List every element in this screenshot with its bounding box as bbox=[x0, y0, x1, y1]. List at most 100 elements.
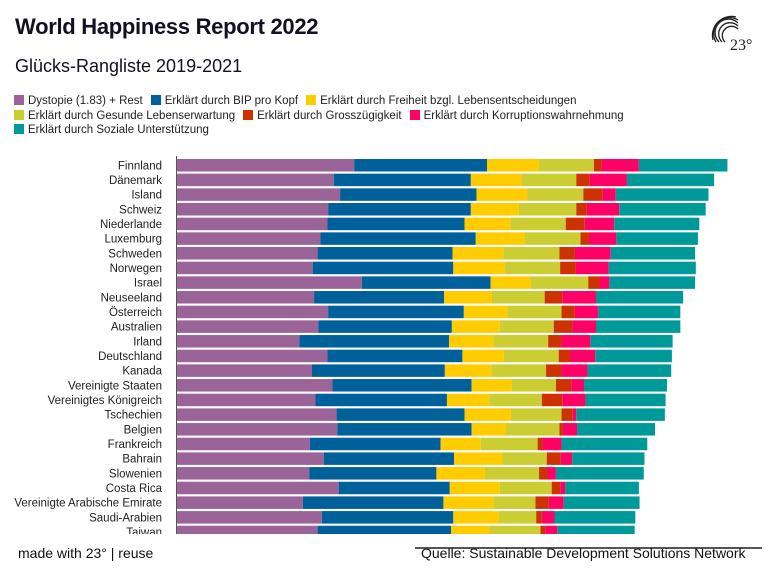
bar-segment bbox=[524, 232, 581, 245]
bar-segment bbox=[574, 305, 599, 319]
bar-segment bbox=[443, 496, 494, 509]
legend-swatch bbox=[14, 124, 24, 134]
bar-segment bbox=[476, 188, 528, 201]
bar-segment bbox=[585, 393, 666, 407]
legend-item[interactable]: Dystopie (1.83) + Rest bbox=[14, 94, 143, 109]
category-label: Niederlande bbox=[100, 219, 162, 231]
bar-segment bbox=[471, 423, 507, 436]
bar-segment bbox=[553, 320, 573, 333]
category-label: Australien bbox=[111, 322, 162, 334]
brand-logo-icon[interactable]: 23° bbox=[708, 12, 758, 54]
made-with-link[interactable]: made with 23° | reuse bbox=[18, 545, 154, 561]
bar-segment bbox=[546, 364, 562, 377]
category-label: Vereinigte Staaten bbox=[68, 380, 162, 392]
bar-segment bbox=[614, 217, 700, 231]
bar-segment bbox=[314, 291, 445, 304]
bar-segment bbox=[506, 423, 560, 436]
bar-segment bbox=[527, 188, 584, 201]
legend-item[interactable]: Erklärt durch Grosszügigkeit bbox=[243, 109, 402, 124]
legend-swatch bbox=[306, 95, 317, 105]
bar-segment bbox=[587, 364, 672, 377]
bar-segment bbox=[562, 393, 586, 407]
bar-segment bbox=[555, 467, 644, 480]
bar-segment bbox=[453, 261, 505, 275]
bar-segment bbox=[177, 305, 329, 319]
bar-segment bbox=[530, 276, 589, 289]
bar-segment bbox=[177, 364, 312, 377]
bar-segment bbox=[518, 203, 577, 216]
bar-segment bbox=[177, 393, 316, 407]
category-label: Deutschland bbox=[98, 351, 162, 363]
category-label: Israel bbox=[134, 278, 162, 290]
bar-segment bbox=[584, 379, 667, 392]
bar-segment bbox=[572, 452, 645, 465]
bar-segment bbox=[493, 335, 549, 348]
bar-segment bbox=[542, 437, 562, 451]
bar-segment bbox=[484, 467, 540, 480]
bar-segment bbox=[562, 423, 578, 436]
bar-segment bbox=[446, 393, 490, 407]
legend-swatch bbox=[14, 109, 24, 120]
bar-segment bbox=[555, 379, 572, 392]
bar-segment bbox=[602, 188, 616, 201]
bar-segment bbox=[544, 291, 563, 304]
category-label: Schweden bbox=[108, 248, 162, 260]
bar-segment bbox=[177, 247, 318, 260]
bar-segment bbox=[536, 511, 542, 524]
legend-swatch bbox=[409, 109, 420, 120]
bar-segment bbox=[299, 335, 450, 348]
bar-segment bbox=[576, 408, 665, 421]
bar-segment bbox=[328, 203, 471, 216]
bar-segment bbox=[470, 203, 519, 216]
legend-item[interactable]: Erklärt durch Soziale Unterstützung bbox=[14, 123, 209, 138]
bar-segment bbox=[548, 335, 562, 348]
bar-segment bbox=[480, 437, 538, 451]
bar-segment bbox=[317, 247, 453, 260]
bar-segment bbox=[521, 173, 577, 187]
bar-segment bbox=[436, 467, 485, 480]
bar-segment bbox=[560, 261, 576, 275]
legend-label: Erklärt durch Soziale Unterstützung bbox=[28, 124, 209, 136]
bar-segment bbox=[539, 467, 548, 480]
legend-item[interactable]: Erklärt durch Freiheit bzgl. Lebensentsc… bbox=[306, 94, 576, 109]
bar-segment bbox=[619, 203, 706, 216]
bar-segment bbox=[503, 349, 559, 363]
bar-segment bbox=[489, 393, 542, 407]
bar-segment bbox=[449, 335, 494, 348]
bar-segment bbox=[318, 320, 452, 333]
category-label: Taiwan bbox=[126, 527, 162, 534]
bar-segment bbox=[595, 291, 684, 304]
bar-segment bbox=[463, 305, 508, 319]
category-label: Slowenien bbox=[109, 468, 162, 480]
category-label: Kanada bbox=[122, 366, 162, 378]
bar-segment bbox=[545, 525, 558, 534]
bar-segment bbox=[470, 173, 522, 187]
bar-segment bbox=[487, 159, 540, 172]
bar-segment bbox=[599, 276, 610, 289]
bar-segment bbox=[354, 159, 488, 172]
bar-segment bbox=[177, 437, 310, 451]
bar-segment bbox=[507, 305, 562, 319]
chart-subtitle: Glücks-Rangliste 2019-2021 bbox=[15, 56, 243, 76]
bar-segment bbox=[574, 247, 611, 260]
bar-segment bbox=[321, 511, 454, 524]
bar-segment bbox=[453, 511, 499, 524]
bar-segment bbox=[616, 232, 698, 245]
legend-swatch bbox=[150, 95, 161, 105]
bar-segment bbox=[320, 232, 476, 245]
legend-item[interactable]: Erklärt durch BIP pro Kopf bbox=[150, 94, 298, 109]
bar-segment bbox=[177, 496, 303, 509]
legend-item[interactable]: Erklärt durch Korruptionswahrnehmung bbox=[409, 109, 624, 124]
bar-segment bbox=[491, 291, 545, 304]
bar-segment bbox=[615, 188, 709, 201]
bar-segment bbox=[638, 159, 728, 172]
bar-segment bbox=[588, 232, 617, 245]
bar-segment bbox=[546, 452, 561, 465]
svg-text:23°: 23° bbox=[730, 37, 752, 54]
bar-segment bbox=[583, 188, 603, 201]
legend-item[interactable]: Erklärt durch Gesunde Lebenserwartung bbox=[14, 109, 235, 124]
category-label: Vereinigte Arabische Emirate bbox=[14, 498, 162, 510]
category-label: Luxemburg bbox=[104, 234, 162, 246]
legend-label: Erklärt durch Gesunde Lebenserwartung bbox=[28, 109, 236, 122]
bar-segment bbox=[177, 335, 300, 348]
